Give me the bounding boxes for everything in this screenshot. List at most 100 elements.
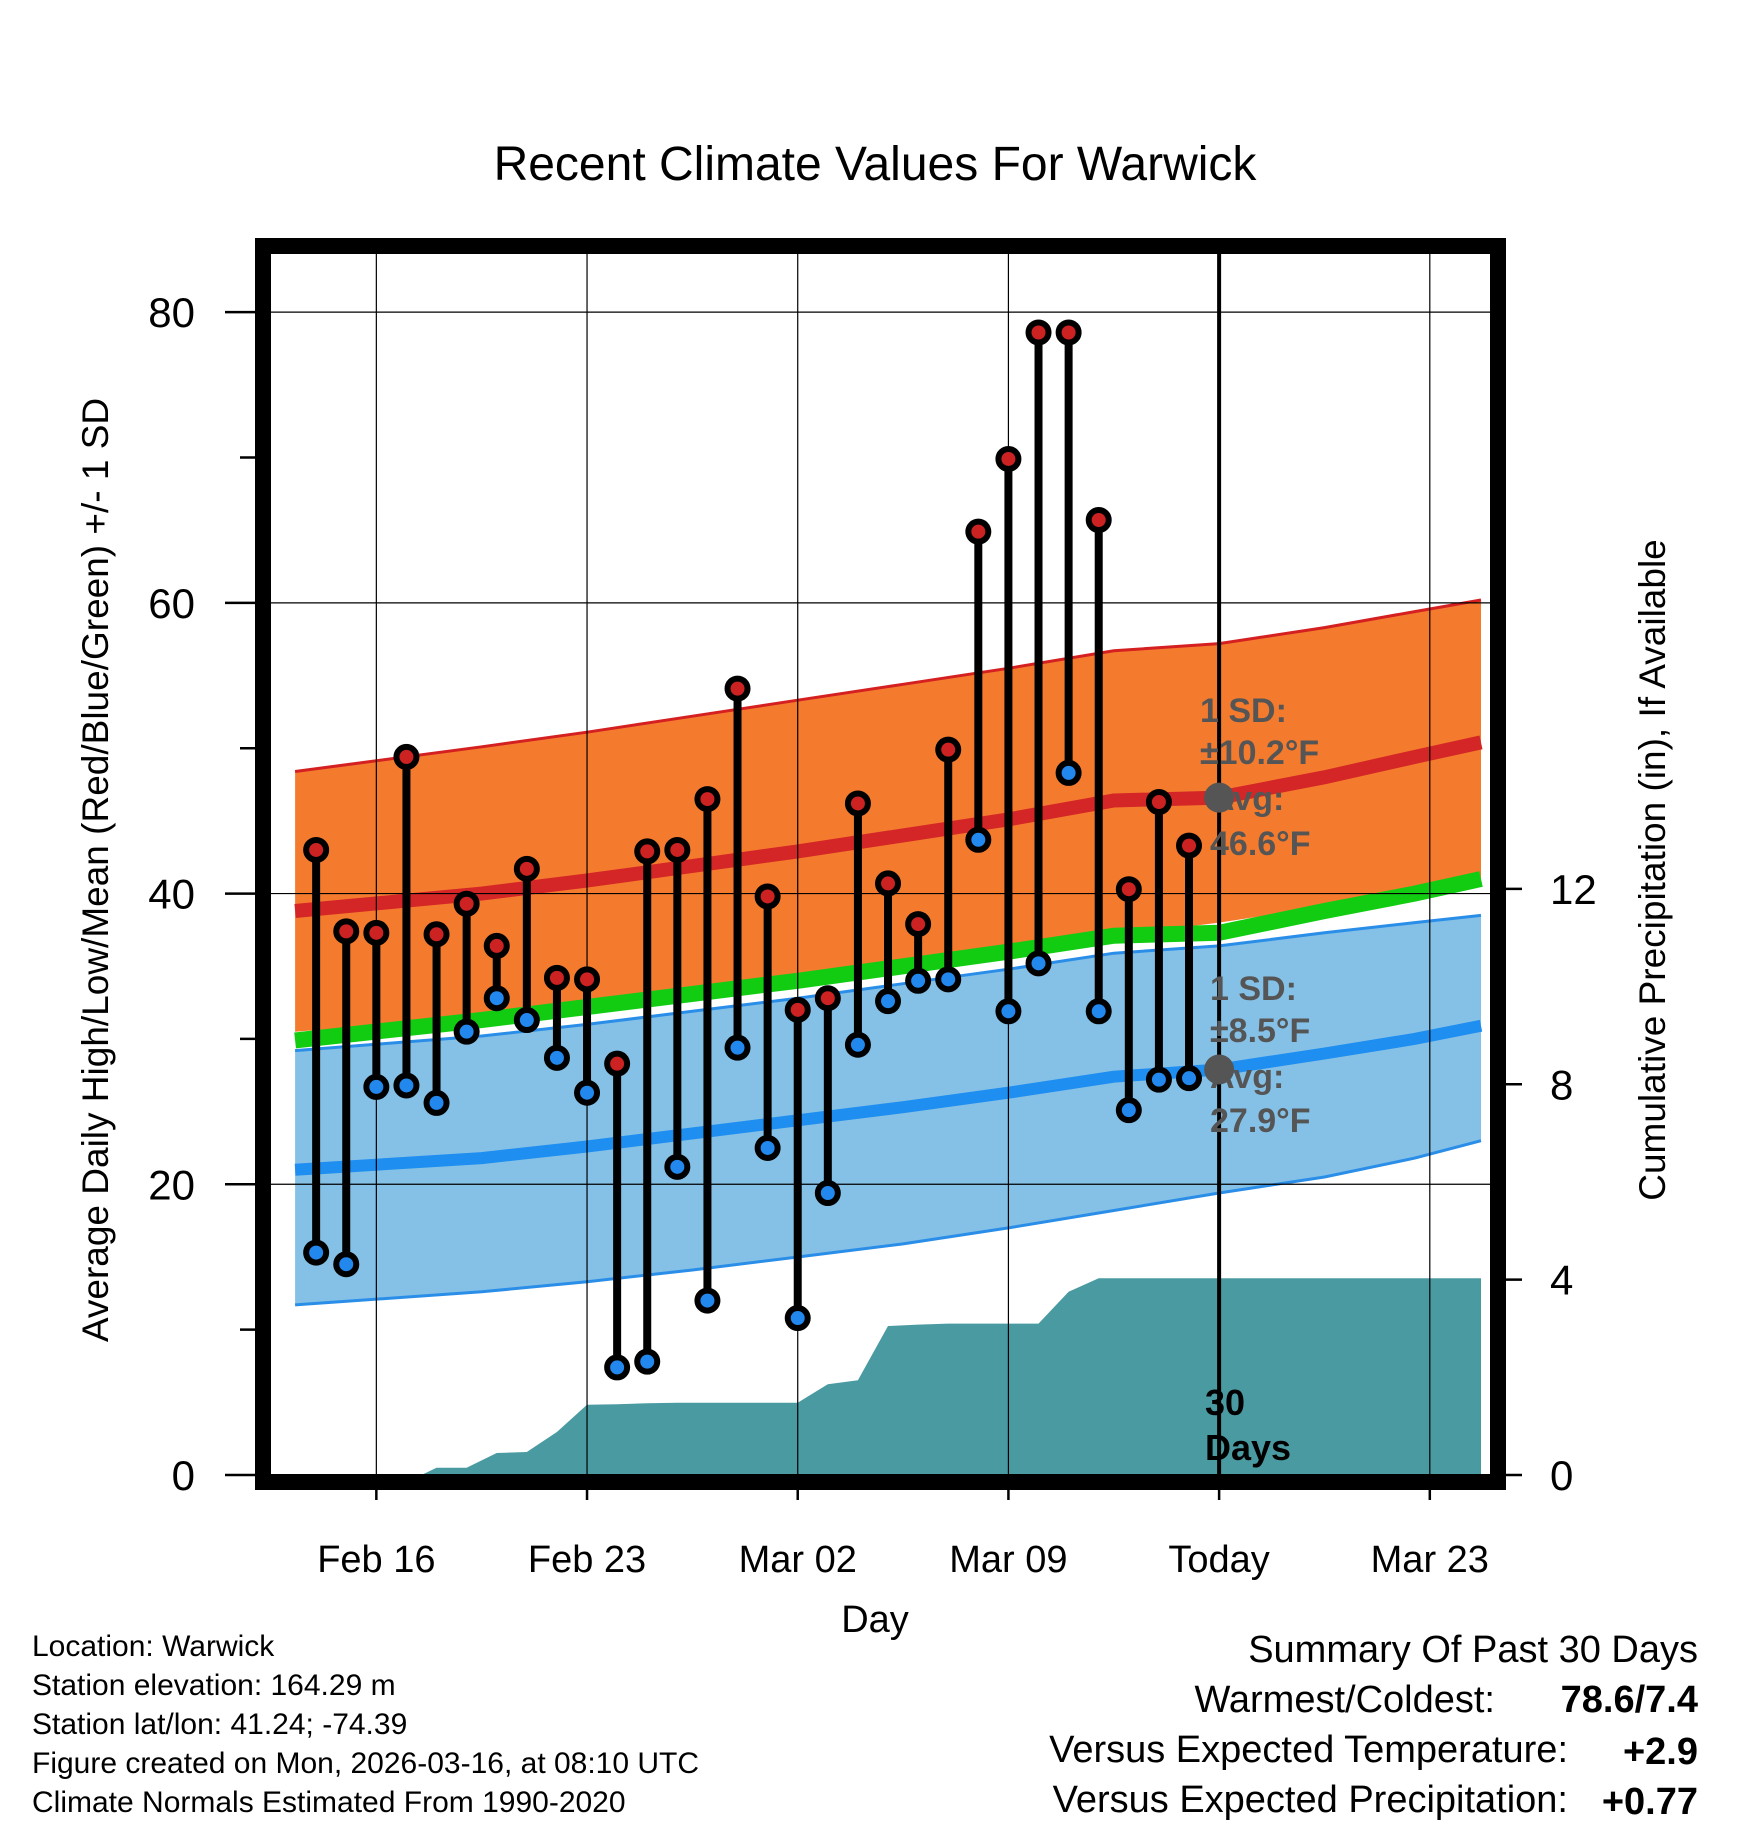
summary-warmest-label: Warmest/Coldest: (1194, 1679, 1495, 1721)
high-avg-value: 46.6°F (1210, 825, 1311, 863)
x-tick-label: Feb 16 (317, 1539, 435, 1581)
info-normals: Climate Normals Estimated From 1990-2020 (32, 1786, 626, 1819)
low-lower-line (294, 1139, 1482, 1307)
high-point (754, 883, 781, 910)
summary-precip-value: +0.77 (1602, 1781, 1698, 1823)
high-sd-value: ±10.2°F (1200, 734, 1319, 772)
low-point (754, 1134, 781, 1161)
low-point (875, 988, 902, 1015)
x-tick-label: Mar 02 (739, 1539, 857, 1581)
low-normal-line (294, 1019, 1483, 1176)
low-avg-value: 27.9°F (1210, 1102, 1311, 1140)
high-point (1176, 832, 1203, 859)
low-point (363, 1073, 390, 1100)
high-normal-line (294, 735, 1483, 918)
low-point (303, 1239, 330, 1266)
y-tick-label: 0 (172, 1452, 195, 1499)
x-tick-label: Today (1168, 1539, 1269, 1581)
high-point (453, 890, 480, 917)
y-tick-label: 20 (148, 1161, 195, 1208)
x-tick-label: Feb 23 (528, 1539, 646, 1581)
x-tick-label: Mar 09 (949, 1539, 1067, 1581)
high-point (995, 445, 1022, 472)
info-location: Location: Warwick (32, 1630, 275, 1663)
high-point (333, 918, 360, 945)
summary-temp-label: Versus Expected Temperature: (1049, 1729, 1568, 1771)
high-point (965, 518, 992, 545)
low-point (1115, 1097, 1142, 1124)
info-latlon: Station lat/lon: 41.24; -74.39 (32, 1708, 408, 1741)
high-sd-band (295, 600, 1482, 1032)
y-tick-label: 40 (148, 871, 195, 918)
low-point (1145, 1066, 1172, 1093)
high-point (363, 919, 390, 946)
y-right-tick-label: 4 (1550, 1257, 1573, 1304)
low-point (724, 1034, 751, 1061)
low-point (333, 1251, 360, 1278)
low-point (393, 1072, 420, 1099)
chart-title: Recent Climate Values For Warwick (494, 138, 1258, 191)
low-point (483, 985, 510, 1012)
y-right-tick-label: 8 (1550, 1061, 1573, 1108)
y-axis-left: 0 20 40 60 80 (148, 289, 263, 1499)
days-label-line1: 30 (1205, 1382, 1245, 1423)
low-point (1055, 759, 1082, 786)
daily-range-stems (312, 332, 1194, 1368)
days-label-line2: Days (1205, 1427, 1291, 1468)
summary-temp-value: +2.9 (1623, 1731, 1698, 1773)
low-point (1085, 998, 1112, 1025)
high-point (423, 921, 450, 948)
low-point (543, 1044, 570, 1071)
low-point (844, 1031, 871, 1058)
high-point (844, 790, 871, 817)
high-point (724, 675, 751, 702)
high-point (1115, 876, 1142, 903)
high-point (1085, 507, 1112, 534)
high-point (1055, 319, 1082, 346)
high-point (664, 836, 691, 863)
high-point (543, 964, 570, 991)
high-point (513, 855, 540, 882)
high-avg-marker (1204, 782, 1235, 813)
high-point (1145, 788, 1172, 815)
high-point (784, 996, 811, 1023)
high-point (694, 786, 721, 813)
y-tick-label: 60 (148, 580, 195, 627)
normal-bands (294, 598, 1483, 1307)
high-point (604, 1050, 631, 1077)
low-point (1176, 1065, 1203, 1092)
info-created: Figure created on Mon, 2026-03-16, at 08… (32, 1747, 700, 1780)
x-axis: Feb 16 Feb 23 Mar 02 Mar 09 Today Mar 23 (317, 1482, 1489, 1581)
x-tick-label: Mar 23 (1371, 1539, 1489, 1581)
high-sd-label: 1 SD: (1200, 692, 1287, 730)
low-sd-value: ±8.5°F (1210, 1012, 1310, 1050)
high-point (875, 870, 902, 897)
high-point (574, 966, 601, 993)
precip-area-fill (295, 1278, 1482, 1475)
high-point (814, 985, 841, 1012)
high-point (935, 736, 962, 763)
low-point (995, 998, 1022, 1025)
low-point (1025, 950, 1052, 977)
high-point (634, 838, 661, 865)
low-point (935, 966, 962, 993)
high-upper-line (294, 598, 1482, 773)
low-point (905, 967, 932, 994)
high-point (905, 911, 932, 938)
low-point (453, 1018, 480, 1045)
y-axis-right: 0 4 8 12 (1498, 866, 1597, 1499)
low-point (965, 826, 992, 853)
low-point (574, 1079, 601, 1106)
high-point (303, 836, 330, 863)
high-point (483, 932, 510, 959)
low-point (694, 1287, 721, 1314)
info-elevation: Station elevation: 164.29 m (32, 1669, 396, 1702)
low-point (513, 1007, 540, 1034)
low-point (423, 1089, 450, 1116)
high-point (1025, 319, 1052, 346)
summary-precip-label: Versus Expected Precipitation: (1053, 1779, 1568, 1821)
high-point (393, 743, 420, 770)
precip-area (295, 1278, 1482, 1475)
low-sd-label: 1 SD: (1210, 970, 1297, 1008)
